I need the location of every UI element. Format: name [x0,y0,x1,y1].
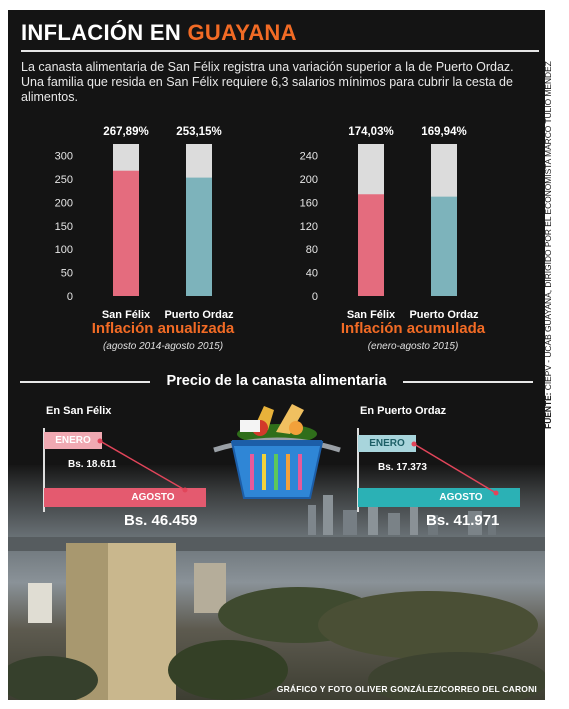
intro-text: La canasta alimentaria de San Félix regi… [21,60,514,104]
y-tick-label-6: 240 [300,151,318,163]
shopping-basket-icon [213,404,341,499]
source-text: CIEPV - UCAB GUAYANA, DIRIGIDO POR EL EC… [543,61,553,391]
bar-1 [431,196,457,296]
y-tick-label-3: 120 [300,221,318,233]
san-felix-agosto-price: Bs. 46.459 [124,512,198,529]
category-label-1: Puerto Ordaz [164,309,234,320]
chart-title-acumulada: Inflación acumulada [340,320,486,337]
y-tick-label-2: 100 [55,244,73,256]
bar-0 [358,194,384,296]
chart-subtitle-anualizada: (agosto 2014-agosto 2015) [102,341,224,352]
bar-0 [113,170,139,296]
puerto-ordaz-label: En Puerto Ordaz [360,405,447,417]
y-tick-label-2: 80 [306,244,318,256]
source-label: FUENTE: [543,392,553,429]
y-tick-label-6: 300 [55,151,73,163]
section-divider-right [403,381,533,383]
bar-value-label-1: 253,15% [176,126,221,138]
title-main: INFLACIÓN EN [21,20,182,45]
bar-value-label-1: 169,94% [421,126,466,138]
bar-1 [186,177,212,296]
source-note: FUENTE: CIEPV - UCAB GUAYANA, DIRIGIDO P… [537,61,559,429]
y-tick-label-5: 250 [55,174,73,186]
photo-credit: GRÁFICO Y FOTO OLIVER GONZÁLEZ/CORREO DE… [276,684,537,694]
title-accent: GUAYANA [187,20,297,45]
chart-inflacion-acumulada: 0 40 80 120 160 200 240 174,03% San Félix 169,94%… [300,126,479,320]
chart-title-anualizada: Inflación anualizada [91,320,235,337]
puerto-ordaz-agosto-flag: AGOSTO [439,492,483,503]
san-felix-enero-price: Bs. 18.611 [68,459,117,470]
title-divider [21,50,539,52]
san-felix-agosto-flag: AGOSTO [131,492,175,503]
san-felix-label: En San Félix [46,405,112,417]
chart-subtitle-acumulada: (enero-agosto 2015) [367,341,459,352]
section-title: Precio de la canasta alimentaria [166,373,387,389]
y-tick-label-3: 150 [55,221,73,233]
bar-value-label-0: 174,03% [348,126,393,138]
y-tick-label-1: 40 [306,268,318,280]
category-label-1: Puerto Ordaz [409,309,479,320]
y-tick-label-0: 0 [312,291,318,303]
chart-inflacion-anualizada: 0 50 100 150 200 250 300 267,89% San Félix 253,15… [55,126,234,320]
infographic-panel: INFLACIÓN EN GUAYANA La canasta alimenta… [8,10,545,700]
bar-value-label-0: 267,89% [103,126,148,138]
y-tick-label-0: 0 [67,291,73,303]
y-tick-label-4: 200 [55,197,73,209]
puerto-ordaz-enero-flag: ENERO [369,438,405,449]
price-flags-graphic [43,428,520,512]
city-skyline-image [8,495,545,700]
y-tick-label-1: 50 [61,268,73,280]
category-label-0: San Félix [102,309,151,320]
section-divider-left [20,381,150,383]
y-tick-label-5: 200 [300,174,318,186]
category-label-0: San Félix [347,309,396,320]
san-felix-enero-flag: ENERO [55,435,91,446]
y-tick-label-4: 160 [300,197,318,209]
puerto-ordaz-agosto-price: Bs. 41.971 [426,512,500,529]
puerto-ordaz-enero-price: Bs. 17.373 [378,462,427,473]
page-title: INFLACIÓN EN GUAYANA [21,20,297,46]
